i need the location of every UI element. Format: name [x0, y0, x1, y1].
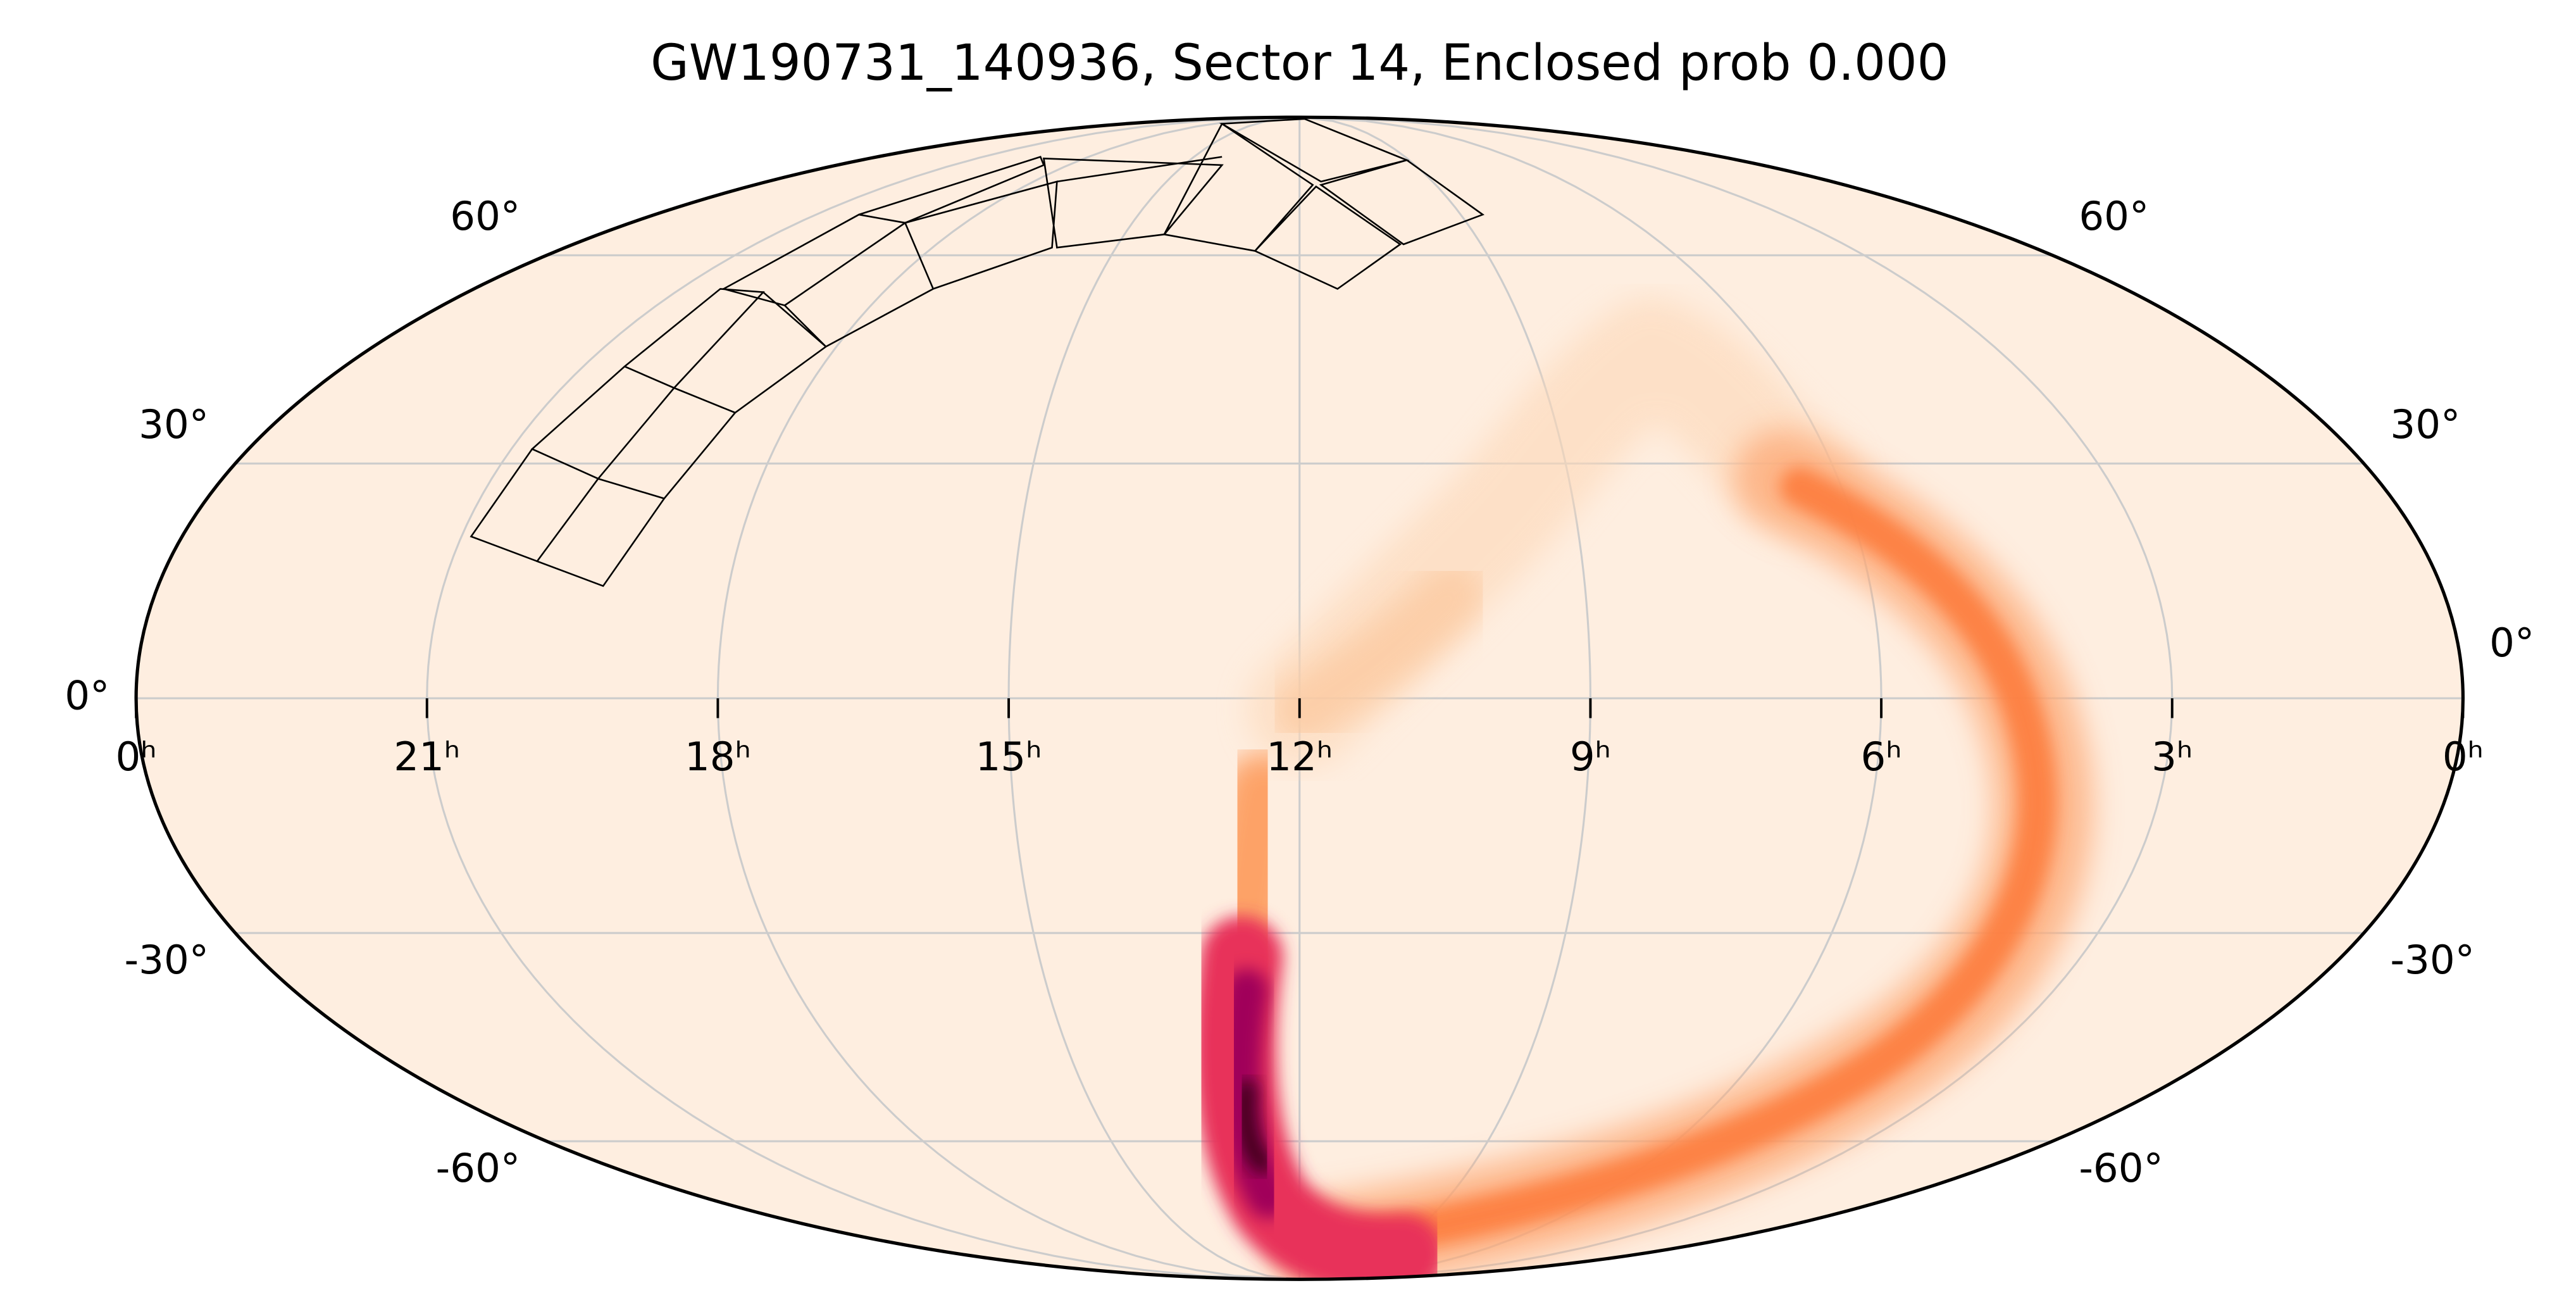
probability-map	[1193, 297, 2093, 1280]
y-tick-label: 30°	[139, 401, 209, 447]
x-tick-label: 18ʰ	[685, 734, 751, 780]
heat-peak	[1235, 1079, 1274, 1174]
x-tick-label: 9ʰ	[1570, 734, 1611, 780]
y-tick-label: 0°	[2489, 620, 2534, 666]
x-tick-label: 15ʰ	[976, 734, 1042, 780]
y-tick-label: 60°	[2079, 193, 2149, 239]
tile-outline	[470, 118, 1484, 587]
x-tick-label: 21ʰ	[394, 734, 460, 780]
y-tick-label: -60°	[2079, 1145, 2163, 1191]
x-tick-label: 0ʰ	[2442, 734, 2484, 780]
x-tick-label: 6ʰ	[1861, 734, 1902, 780]
x-tick-label: 0ʰ	[116, 734, 157, 780]
x-tick-label: 12ʰ	[1266, 734, 1333, 780]
y-tick-label: -30°	[125, 937, 209, 983]
y-tick-label: 0°	[65, 672, 109, 718]
chart-title: GW190731_140936, Sector 14, Enclosed pro…	[650, 34, 1948, 92]
y-tick-label: 30°	[2390, 401, 2460, 447]
x-tick-label: 3ʰ	[2151, 734, 2193, 780]
tess-footprint	[470, 118, 1484, 587]
y-tick-label: -30°	[2390, 937, 2475, 983]
y-tick-label: -60°	[436, 1145, 521, 1191]
heat-faint	[1271, 561, 1486, 743]
heat-arc-core	[1301, 467, 2057, 1267]
y-tick-label: 60°	[450, 193, 520, 239]
